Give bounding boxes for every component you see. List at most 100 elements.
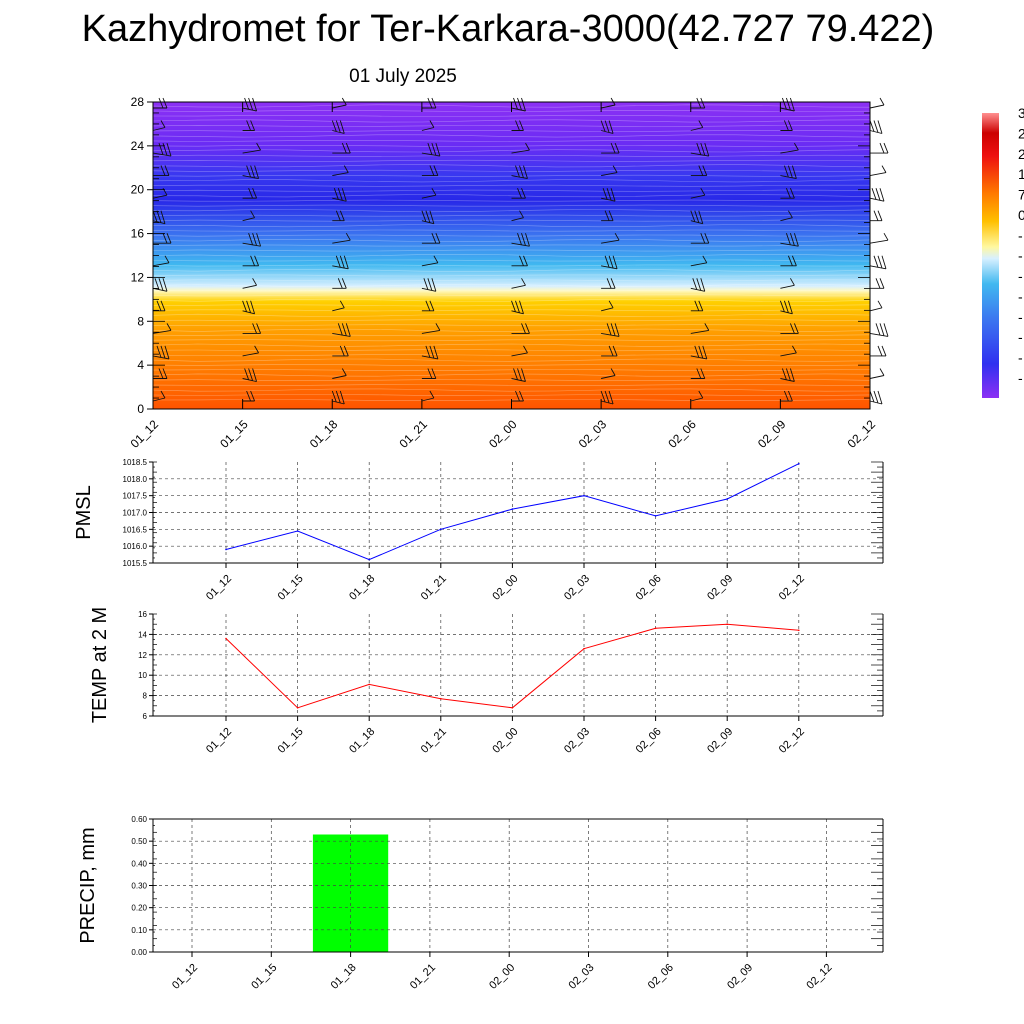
wind-barb	[869, 390, 883, 405]
profile-isoline	[152, 319, 871, 322]
wind-barb	[421, 368, 437, 379]
x-tick-label: 02_09	[725, 962, 755, 992]
wind-barb	[332, 210, 345, 222]
wind-barb	[332, 278, 347, 289]
profile-isoline	[152, 169, 871, 172]
wind-barb	[601, 278, 616, 289]
wind-barb	[869, 165, 887, 177]
wind-barb	[421, 323, 441, 334]
x-tick-label: 02_09	[705, 726, 735, 756]
wind-barb	[511, 368, 526, 382]
profile-isoline	[152, 279, 871, 282]
x-tick-label: 01_15	[249, 962, 279, 992]
profile-isoline	[152, 364, 871, 367]
wind-barb	[601, 368, 616, 379]
x-tick-label: 02_00	[490, 573, 520, 603]
profile-isoline	[152, 194, 871, 198]
x-tick-label: 01_18	[329, 962, 359, 992]
colorbar-label: 0	[1018, 207, 1024, 223]
x-tick-label: 02_06	[634, 726, 664, 756]
wind-barb	[332, 323, 351, 337]
wind-barb	[511, 97, 526, 112]
wind-barb	[690, 210, 704, 225]
profile-isoline	[152, 239, 871, 243]
profile-x-tick-label: 02_06	[665, 417, 699, 451]
profile-x-tick-label: 02_00	[486, 417, 520, 451]
wind-barb	[242, 300, 256, 315]
y-tick-label: 6	[143, 712, 148, 721]
colorbar-label: -	[1018, 227, 1023, 243]
profile-x-tick-label: 02_09	[755, 417, 789, 451]
profile-isoline	[152, 253, 871, 258]
wind-barb	[421, 255, 439, 267]
pmsl-line-point	[296, 530, 299, 532]
vertical-profile-panel: 0 4 8 12 16 20 24 28 01_12 01_15 01_18 01_21 02_00 02…	[128, 95, 889, 451]
temp-panel: 6 8 10 12 14 16 01_12 01_15 01_18 01_21 02_00 02_03…	[89, 607, 884, 756]
wind-barb	[332, 368, 347, 379]
wind-barb	[690, 142, 710, 157]
y-tick-label: 1015.5	[123, 559, 148, 568]
wind-barb	[869, 232, 889, 244]
profile-isoline	[152, 199, 870, 202]
profile-isoline	[152, 289, 871, 292]
wind-barb	[242, 97, 258, 112]
wind-barb	[242, 120, 256, 131]
wind-barb	[690, 345, 708, 360]
y-tick-label: 1016.5	[123, 525, 148, 534]
colorbar-label: -	[1018, 248, 1023, 264]
x-tick-label: 01_12	[204, 726, 234, 756]
panel-y-label: PMSL	[73, 485, 95, 539]
wind-barb	[511, 278, 526, 289]
wind-barb	[779, 300, 793, 315]
wind-barb	[690, 368, 706, 379]
y-tick-label: 1017.0	[123, 509, 148, 518]
y-tick-label: 1016.0	[123, 542, 148, 551]
y-tick-label: 0.00	[131, 948, 147, 957]
wind-barb	[870, 210, 883, 222]
profile-isoline	[152, 388, 871, 392]
y-tick-label: 1018.0	[123, 475, 148, 484]
wind-barb	[421, 142, 441, 157]
wind-barb	[690, 233, 710, 244]
profile-isoline	[152, 373, 871, 377]
colorbar-label: -	[1018, 309, 1023, 325]
y-tick-label: 0.40	[131, 859, 147, 868]
wind-barb	[870, 345, 887, 357]
profile-x-tick-label: 01_18	[307, 417, 341, 451]
wind-barb	[511, 255, 528, 267]
wind-barb	[780, 165, 797, 180]
wind-barb	[242, 165, 260, 180]
profile-isoline	[152, 334, 871, 337]
wind-barb	[780, 345, 797, 357]
profile-isoline	[152, 379, 871, 381]
wind-barb	[690, 165, 708, 177]
profile-isoline	[152, 209, 871, 213]
temp-line-point	[583, 647, 585, 650]
wind-barb	[152, 345, 170, 360]
wind-barb	[690, 120, 704, 131]
profile-isoline	[152, 144, 871, 147]
wind-barb	[780, 278, 795, 289]
wind-barb	[152, 120, 166, 131]
wind-barb	[421, 187, 437, 199]
profile-isoline	[152, 154, 871, 157]
wind-barb	[152, 278, 168, 292]
profile-isoline	[152, 174, 871, 177]
wind-barb	[242, 345, 259, 357]
y-tick-label: 0.60	[131, 815, 147, 824]
x-tick-label: 02_06	[634, 573, 664, 603]
x-tick-label: 01_21	[419, 726, 449, 756]
profile-isoline	[152, 369, 871, 372]
wind-barb	[153, 233, 172, 244]
wind-barb	[421, 278, 437, 292]
wind-barb	[332, 345, 349, 357]
wind-barb	[332, 255, 349, 270]
wind-barb	[780, 323, 799, 334]
wind-barb	[153, 97, 168, 109]
x-tick-label: 02_12	[777, 573, 807, 603]
wind-barb	[421, 97, 437, 109]
wind-barb	[780, 233, 799, 247]
profile-isoline	[152, 229, 871, 232]
wind-barb	[690, 187, 706, 199]
